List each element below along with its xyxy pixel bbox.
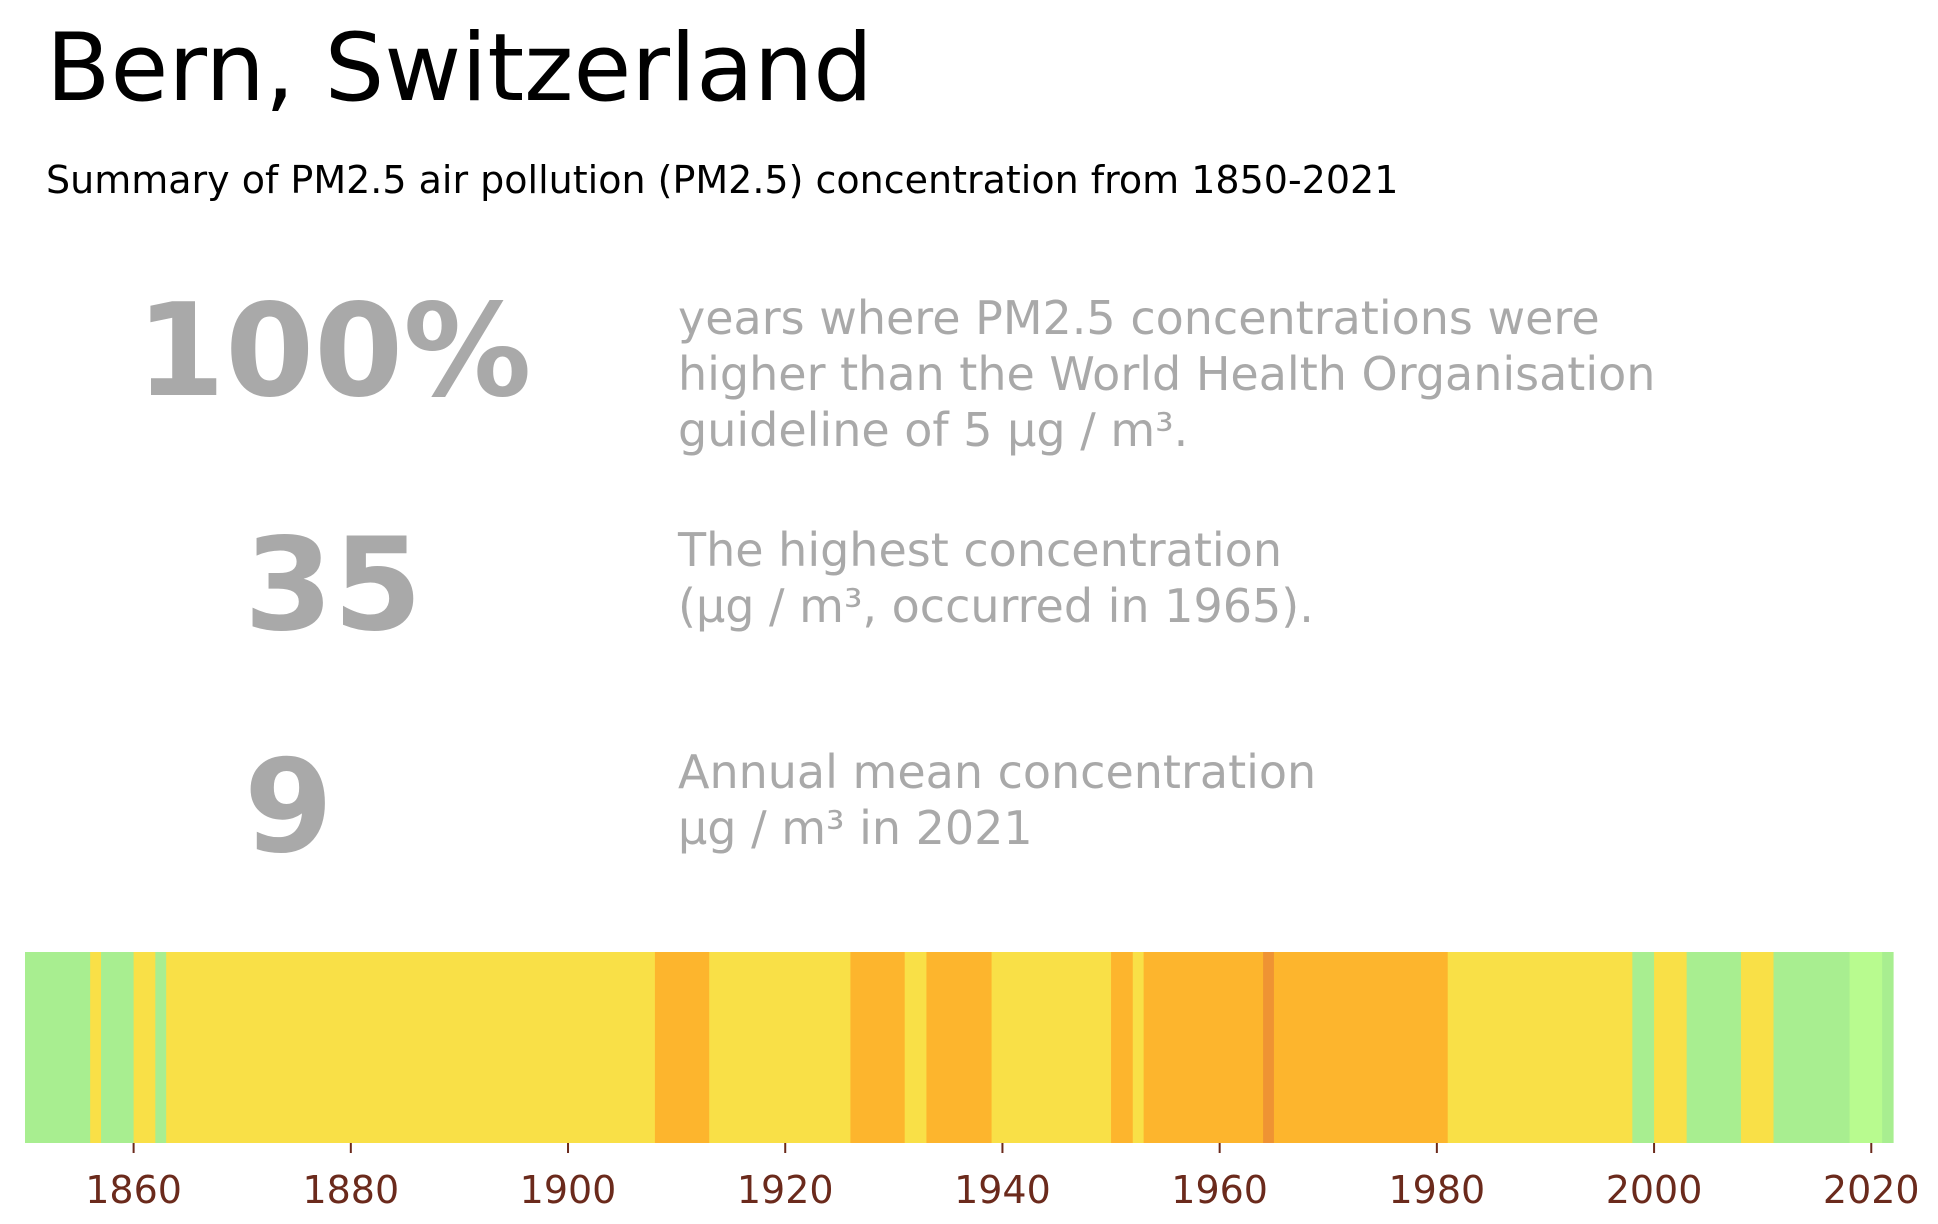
- stripe-segment: [166, 952, 656, 1143]
- x-tick-label: 1940: [954, 1168, 1051, 1212]
- stripe-segment: [90, 952, 102, 1143]
- stripe-segment: [654, 952, 710, 1143]
- stripe-segment: [1111, 952, 1134, 1143]
- stripe-segment: [1882, 952, 1894, 1143]
- stripe-segment: [25, 952, 91, 1143]
- stripe-segment: [1654, 952, 1688, 1143]
- stripe-segment: [155, 952, 167, 1143]
- stat-desc-line: Annual mean concentration: [678, 745, 1317, 799]
- page-title: Bern, Switzerland: [46, 14, 873, 123]
- stat-value-annual-mean: 9: [244, 733, 334, 882]
- stripe-segment: [1686, 952, 1742, 1143]
- stat-desc-line: higher than the World Health Organisatio…: [678, 347, 1656, 401]
- x-tick-label: 2020: [1823, 1168, 1920, 1212]
- x-tick-label: 1860: [85, 1168, 182, 1212]
- stripe-segment: [1632, 952, 1655, 1143]
- stripe-segment: [1143, 952, 1264, 1143]
- stripe-segment: [991, 952, 1112, 1143]
- stat-desc-line: guideline of 5 µg / m³.: [678, 403, 1189, 457]
- stripe-segment: [709, 952, 851, 1143]
- stripe-segment: [926, 952, 993, 1143]
- stripe-segment: [1773, 952, 1851, 1143]
- x-tick-label: 1980: [1389, 1168, 1486, 1212]
- stat-value-highest-concentration: 35: [244, 511, 423, 660]
- stat-value-years-above-guideline: 100%: [136, 277, 532, 426]
- stripe-segment: [904, 952, 928, 1143]
- stripe-segment: [133, 952, 156, 1143]
- stripe-segment: [1447, 952, 1633, 1143]
- stripe-segment: [1740, 952, 1775, 1143]
- stripe-segment: [1273, 952, 1449, 1143]
- x-tick-label: 1880: [302, 1168, 399, 1212]
- x-tick-label: 1900: [520, 1168, 617, 1212]
- stat-desc-line: µg / m³ in 2021: [678, 801, 1033, 855]
- stat-desc-line: years where PM2.5 concentrations were: [678, 291, 1600, 345]
- stat-desc-line: The highest concentration: [678, 523, 1282, 577]
- stat-desc-line: (µg / m³, occurred in 1965).: [678, 579, 1314, 633]
- x-tick-label: 1960: [1171, 1168, 1268, 1212]
- stat-desc-annual-mean: Annual mean concentration µg / m³ in 202…: [678, 744, 1316, 856]
- x-tick-label: 2000: [1606, 1168, 1703, 1212]
- stripe-segment: [1132, 952, 1145, 1143]
- stripe-segment: [850, 952, 906, 1143]
- stripe-segment: [101, 952, 135, 1143]
- stripe-segment: [1263, 952, 1275, 1143]
- stripe-segment: [1849, 952, 1883, 1143]
- stat-desc-years-above-guideline: years where PM2.5 concentrations were hi…: [678, 290, 1655, 458]
- x-tick-label: 1920: [737, 1168, 834, 1212]
- page-subtitle: Summary of PM2.5 air pollution (PM2.5) c…: [46, 158, 1399, 202]
- stat-desc-highest-concentration: The highest concentration (µg / m³, occu…: [678, 522, 1314, 634]
